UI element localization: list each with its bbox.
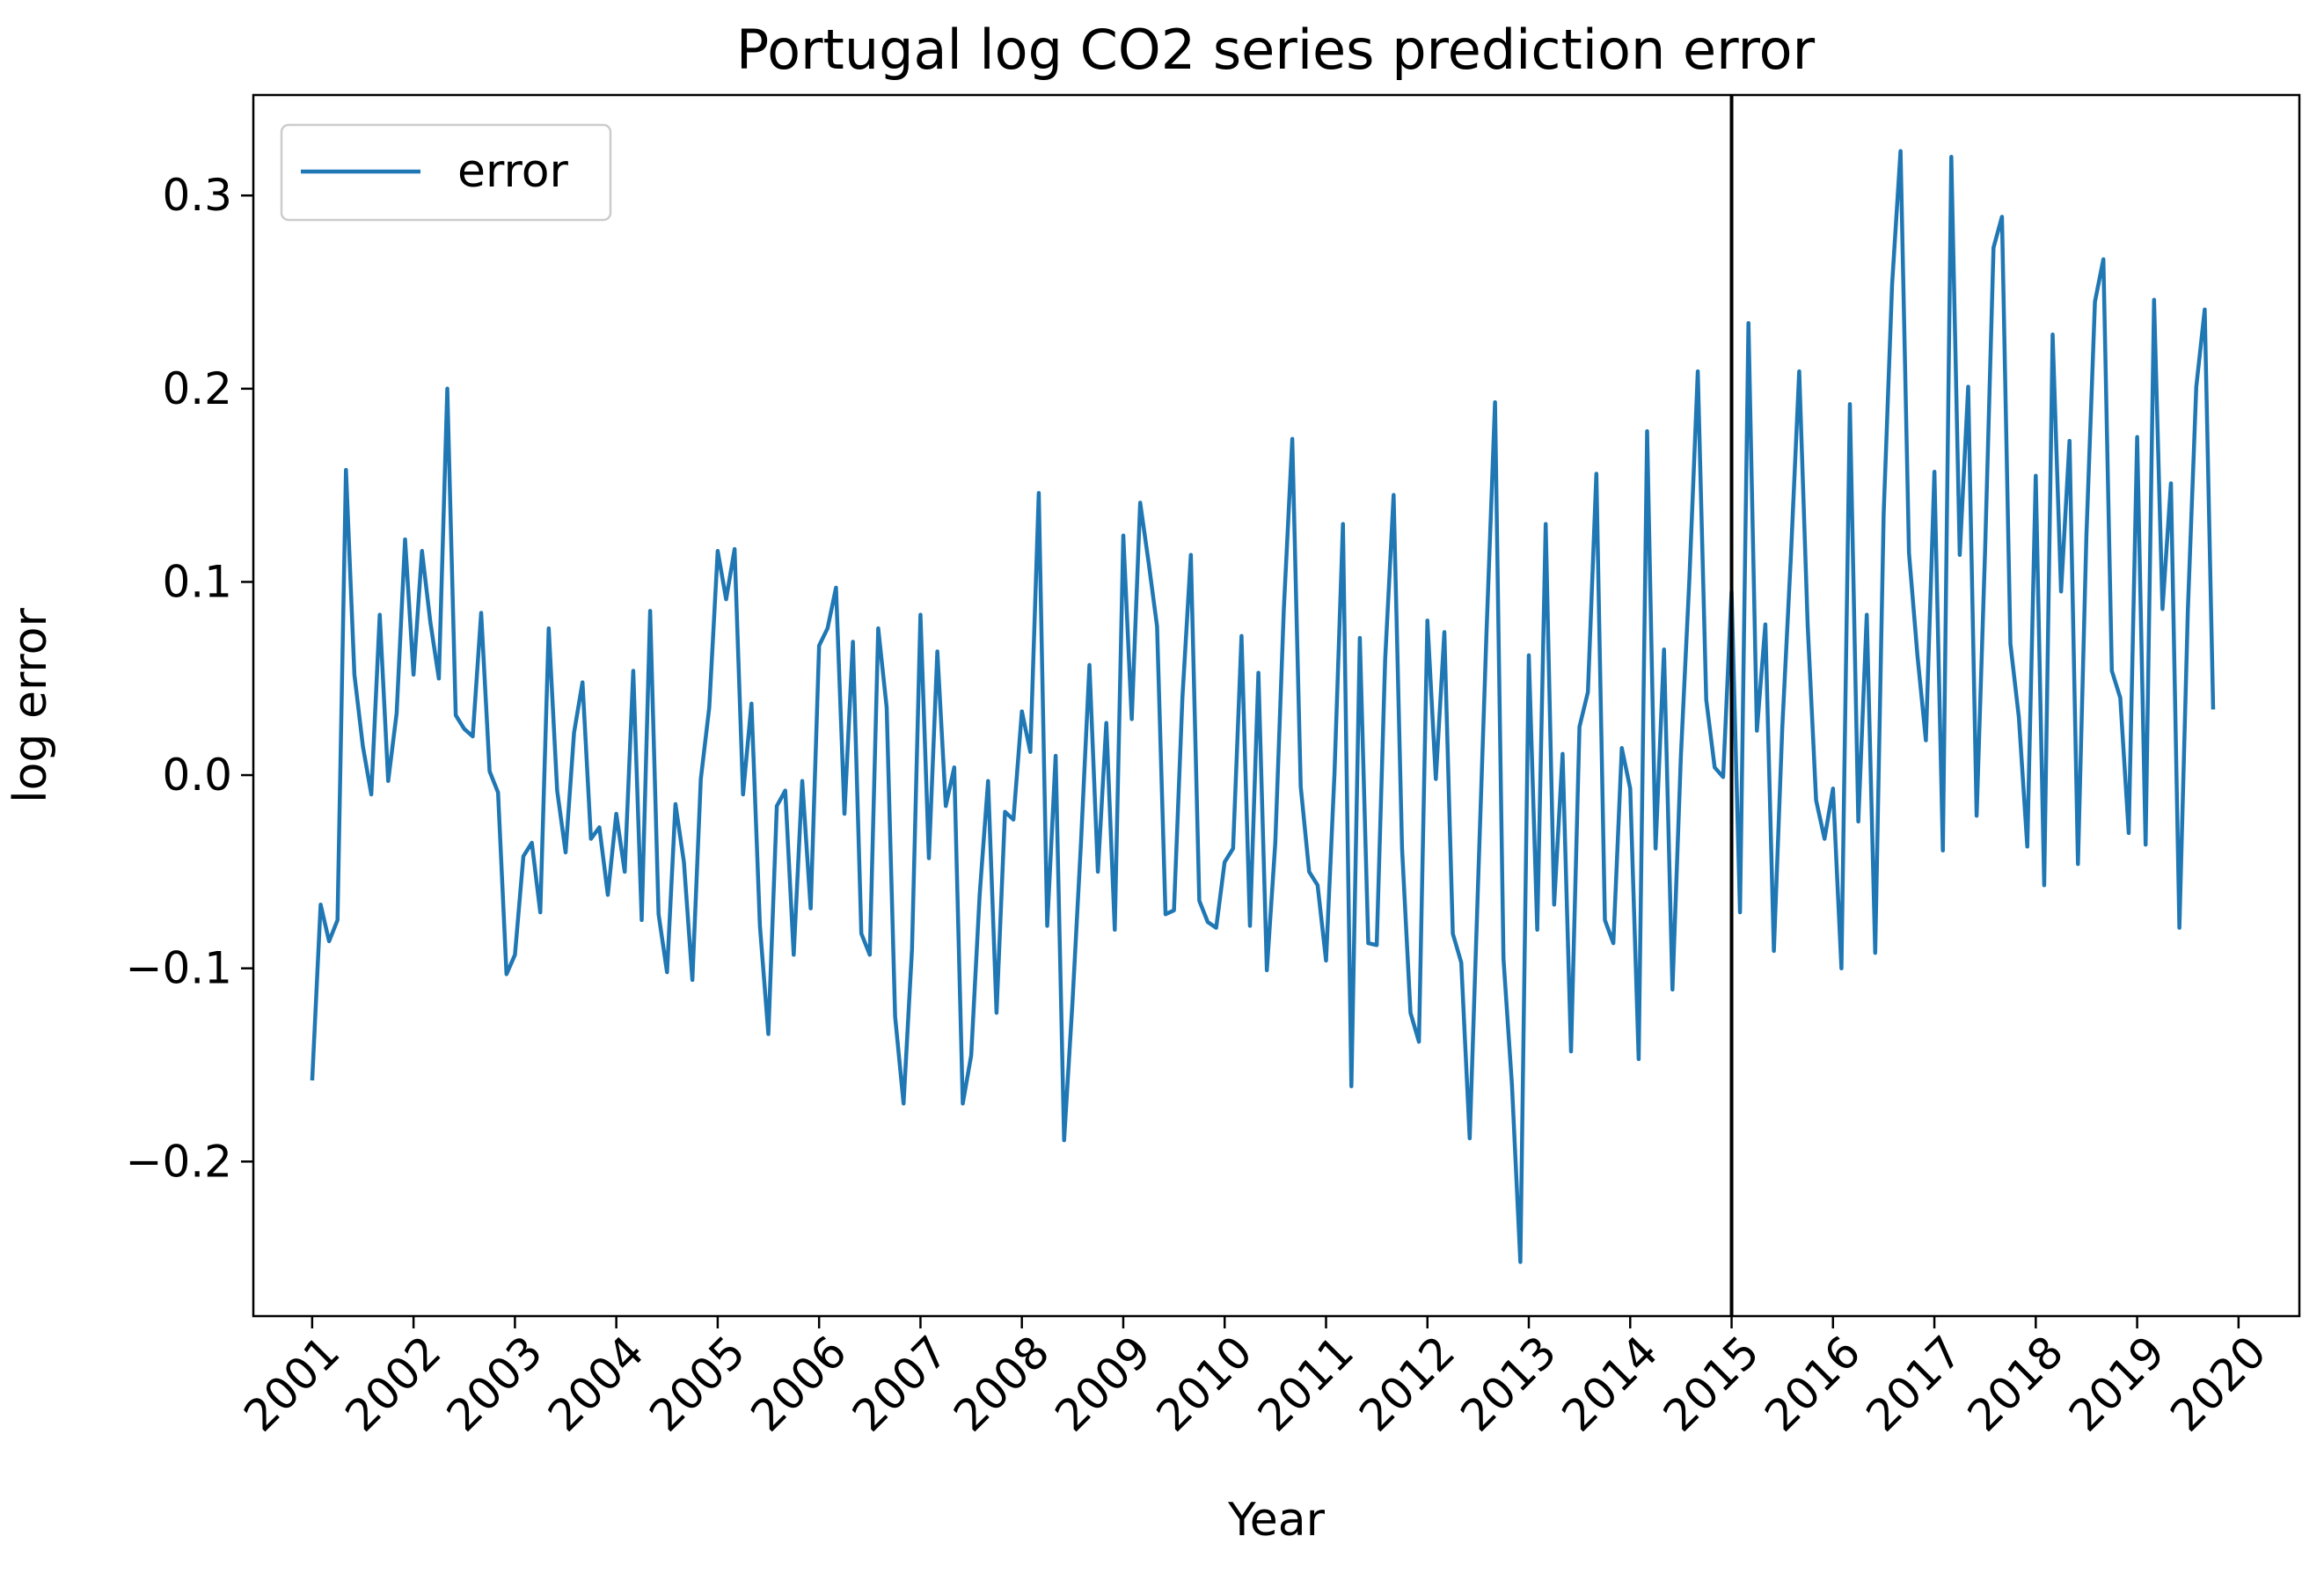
plot-area — [252, 93, 2301, 1318]
y-tick-label: −0.2 — [126, 1136, 232, 1187]
x-axis-label: Year — [1227, 1494, 1326, 1547]
y-axis-ticks: −0.2 −0.1 0.0 0.1 0.2 0.3 — [126, 170, 253, 1187]
legend: error — [280, 123, 612, 222]
series-line-error — [310, 149, 2216, 1264]
y-tick-label: 0.3 — [162, 170, 232, 221]
legend-label-error: error — [457, 145, 569, 198]
y-tick-label: −0.1 — [126, 943, 232, 994]
series-group — [310, 149, 2216, 1264]
y-axis-label: log error — [4, 608, 57, 803]
y-tick-label: 0.0 — [162, 750, 232, 801]
y-tick-label: 0.2 — [162, 363, 232, 414]
legend-frame — [280, 123, 612, 222]
plot-frame — [252, 93, 2301, 1318]
y-tick-label: 0.1 — [162, 556, 232, 607]
chart-title: Portugal log CO2 series prediction error — [736, 18, 1816, 82]
